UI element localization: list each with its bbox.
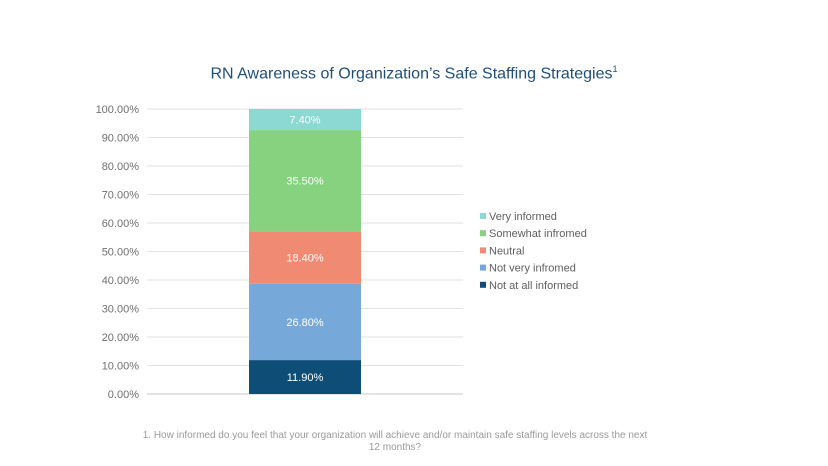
legend-label: Not very infromed	[489, 263, 576, 275]
legend-swatch	[480, 281, 486, 288]
legend-swatch	[480, 247, 486, 254]
y-tick-label: 30.00%	[102, 304, 140, 316]
y-tick-label: 60.00%	[102, 218, 140, 230]
y-tick-label: 80.00%	[102, 161, 140, 173]
legend-label: Not at all informed	[489, 280, 578, 292]
bar-segment	[249, 231, 361, 284]
y-tick-label: 90.00%	[102, 133, 140, 145]
legend-label: Very informed	[489, 211, 557, 223]
data-label: 7.40%	[289, 115, 320, 127]
footnote: 1. How informed do you feel that your or…	[142, 430, 648, 453]
title-footnote-marker: 1	[612, 64, 618, 74]
data-label: 35.50%	[286, 176, 324, 188]
bar-segment	[249, 283, 361, 361]
legend-swatch	[480, 213, 486, 219]
data-label: 18.40%	[286, 252, 324, 264]
bar-segment	[249, 109, 361, 131]
y-tick-label: 50.00%	[102, 247, 140, 259]
data-label: 11.90%	[287, 372, 324, 384]
y-tick-label: 70.00%	[102, 190, 140, 202]
chart-title-text: RN Awareness of Organization’s Safe Staf…	[210, 65, 613, 83]
y-tick-label: 10.00%	[102, 361, 140, 373]
bar-segment	[249, 130, 361, 232]
y-tick-label: 100.00%	[96, 104, 140, 116]
legend-label: Neutral	[489, 245, 524, 257]
legend-label: Somewhat infromed	[489, 228, 587, 240]
y-tick-label: 0.00%	[108, 389, 139, 401]
y-tick-label: 40.00%	[102, 275, 140, 287]
y-tick-label: 20.00%	[102, 332, 140, 344]
legend-swatch	[480, 230, 486, 237]
legend-swatch	[480, 264, 486, 271]
chart-title: RN Awareness of Organization’s Safe Staf…	[0, 64, 828, 83]
data-label: 26.80%	[286, 317, 324, 329]
bar-segment	[249, 360, 361, 394]
